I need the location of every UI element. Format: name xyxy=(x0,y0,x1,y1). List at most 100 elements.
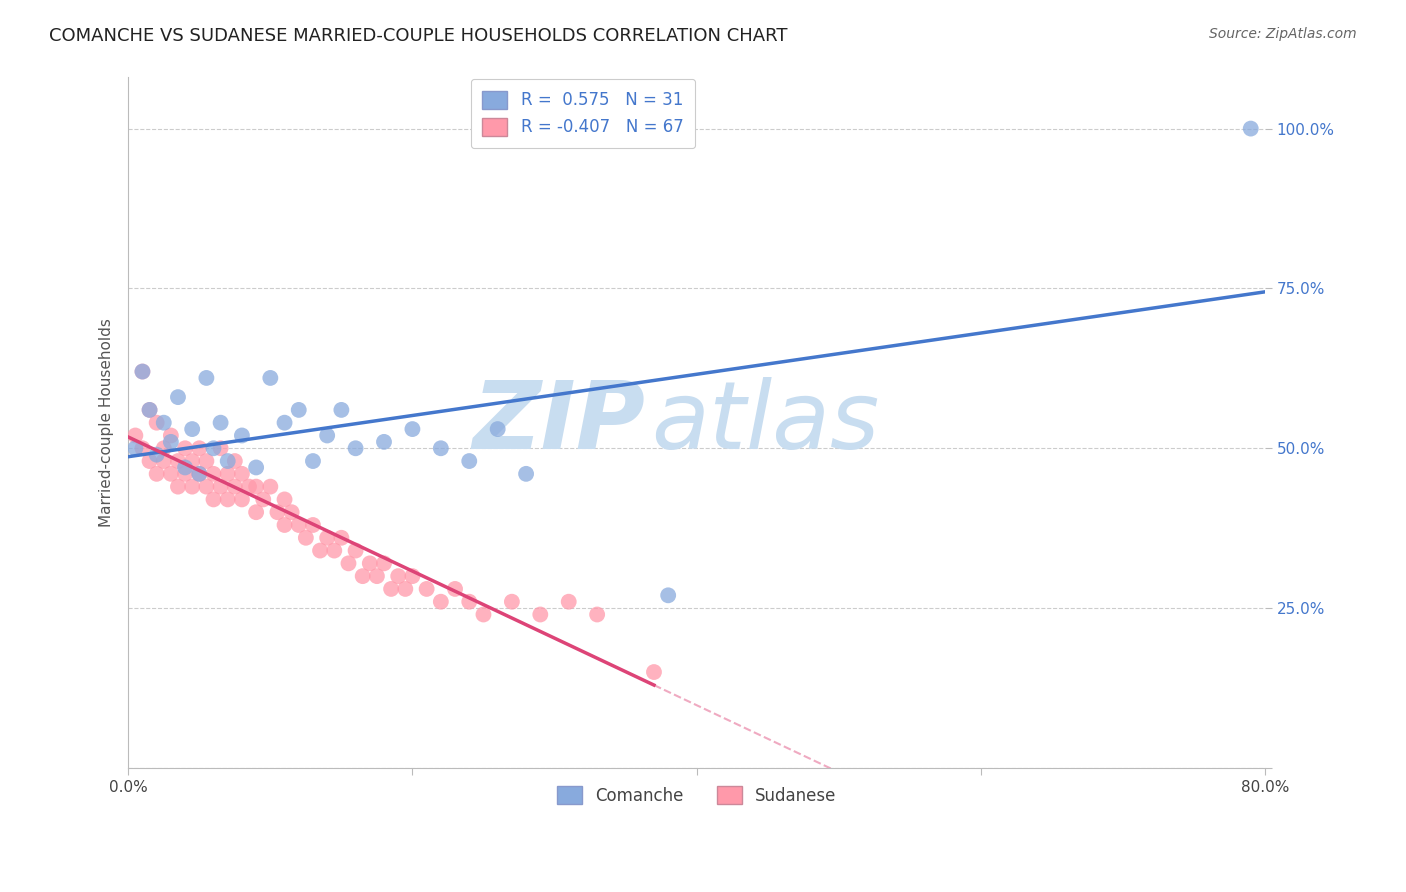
Point xyxy=(188,467,211,481)
Point xyxy=(287,403,309,417)
Point xyxy=(252,492,274,507)
Point xyxy=(352,569,374,583)
Point xyxy=(373,557,395,571)
Point xyxy=(174,460,197,475)
Point xyxy=(195,480,218,494)
Point xyxy=(344,442,367,456)
Y-axis label: Married-couple Households: Married-couple Households xyxy=(100,318,114,527)
Point xyxy=(657,588,679,602)
Point xyxy=(486,422,509,436)
Point xyxy=(245,480,267,494)
Point xyxy=(337,557,360,571)
Point xyxy=(188,442,211,456)
Point xyxy=(273,492,295,507)
Point xyxy=(557,595,579,609)
Point xyxy=(231,467,253,481)
Point xyxy=(152,416,174,430)
Point xyxy=(131,365,153,379)
Point xyxy=(309,543,332,558)
Point xyxy=(231,492,253,507)
Point xyxy=(217,454,239,468)
Point xyxy=(472,607,495,622)
Point xyxy=(501,595,523,609)
Point xyxy=(280,505,302,519)
Point xyxy=(295,531,318,545)
Point xyxy=(167,390,190,404)
Point xyxy=(394,582,416,596)
Point xyxy=(209,442,232,456)
Point xyxy=(145,416,167,430)
Point xyxy=(586,607,609,622)
Point xyxy=(316,531,339,545)
Point xyxy=(209,480,232,494)
Point xyxy=(415,582,437,596)
Point xyxy=(245,460,267,475)
Point xyxy=(202,467,225,481)
Point xyxy=(131,442,153,456)
Point xyxy=(401,422,423,436)
Point xyxy=(174,467,197,481)
Point xyxy=(131,365,153,379)
Point xyxy=(273,416,295,430)
Point xyxy=(330,403,353,417)
Point xyxy=(145,467,167,481)
Point xyxy=(380,582,402,596)
Point xyxy=(444,582,467,596)
Point xyxy=(316,428,339,442)
Point xyxy=(259,480,281,494)
Point xyxy=(245,505,267,519)
Point xyxy=(643,665,665,679)
Point xyxy=(195,371,218,385)
Point xyxy=(160,428,183,442)
Point xyxy=(195,454,218,468)
Point xyxy=(181,480,204,494)
Point xyxy=(160,434,183,449)
Point xyxy=(430,442,453,456)
Point xyxy=(202,492,225,507)
Point xyxy=(209,416,232,430)
Point xyxy=(181,454,204,468)
Point xyxy=(152,454,174,468)
Point xyxy=(138,454,160,468)
Point xyxy=(366,569,388,583)
Point xyxy=(373,434,395,449)
Point xyxy=(160,467,183,481)
Point xyxy=(359,557,381,571)
Point xyxy=(273,518,295,533)
Point xyxy=(401,569,423,583)
Point xyxy=(515,467,537,481)
Point xyxy=(323,543,346,558)
Point xyxy=(344,543,367,558)
Point xyxy=(302,518,325,533)
Point xyxy=(217,467,239,481)
Point xyxy=(231,428,253,442)
Point xyxy=(188,467,211,481)
Point xyxy=(430,595,453,609)
Legend: Comanche, Sudanese: Comanche, Sudanese xyxy=(547,776,846,815)
Point xyxy=(224,454,246,468)
Point xyxy=(124,428,146,442)
Point xyxy=(202,442,225,456)
Point xyxy=(387,569,409,583)
Point xyxy=(145,448,167,462)
Point xyxy=(287,518,309,533)
Point xyxy=(174,442,197,456)
Point xyxy=(224,480,246,494)
Point xyxy=(302,454,325,468)
Text: Source: ZipAtlas.com: Source: ZipAtlas.com xyxy=(1209,27,1357,41)
Point xyxy=(167,480,190,494)
Point xyxy=(259,371,281,385)
Point xyxy=(330,531,353,545)
Point xyxy=(181,422,204,436)
Point xyxy=(138,403,160,417)
Point xyxy=(152,442,174,456)
Text: COMANCHE VS SUDANESE MARRIED-COUPLE HOUSEHOLDS CORRELATION CHART: COMANCHE VS SUDANESE MARRIED-COUPLE HOUS… xyxy=(49,27,787,45)
Point xyxy=(458,595,481,609)
Text: atlas: atlas xyxy=(651,377,879,468)
Point xyxy=(124,442,146,456)
Point xyxy=(458,454,481,468)
Point xyxy=(167,454,190,468)
Point xyxy=(1240,121,1263,136)
Point xyxy=(529,607,551,622)
Text: ZIP: ZIP xyxy=(472,376,645,468)
